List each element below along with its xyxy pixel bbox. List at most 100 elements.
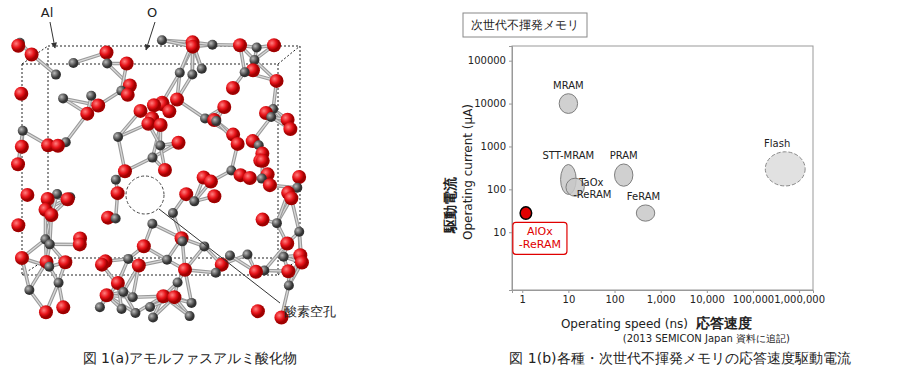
atom-label: Al <box>41 5 54 20</box>
memory-label: TaOx-ReRAM <box>573 177 611 200</box>
aluminium-atom <box>157 35 167 45</box>
mark-labels: MRAMSTT-MRAMTaOx-ReRAMPRAMFeRAMFlashAlOx… <box>513 80 790 255</box>
memory-label-line: FeRAM <box>627 191 660 202</box>
marks <box>520 94 805 221</box>
aluminium-atom <box>207 40 217 50</box>
aluminium-atom <box>147 219 157 229</box>
aluminium-atom <box>24 285 34 295</box>
oxygen-atom <box>58 255 72 269</box>
page: 酸素空孔AlO図 1(a)アモルファスアルミ酸化物次世代不揮発メモリ110100… <box>0 0 900 385</box>
aluminium-atom <box>44 262 54 272</box>
aluminium-atom <box>128 292 138 302</box>
cell-edge <box>278 46 300 64</box>
aluminium-atom <box>117 304 127 314</box>
oxygen-atom <box>56 300 70 314</box>
oxygen-atom <box>25 47 39 61</box>
oxygen-atom <box>141 117 155 131</box>
aluminium-atom <box>54 278 64 288</box>
atoms <box>11 35 309 324</box>
oxygen-atom <box>44 208 58 222</box>
oxygen-atom <box>226 81 240 95</box>
oxygen-atom <box>162 104 176 118</box>
oxygen-atom <box>80 107 94 121</box>
aluminium-atom <box>58 93 68 103</box>
memory-label-line: PRAM <box>610 150 638 161</box>
x-tick-mark <box>753 290 754 293</box>
x-tick-label: 1 <box>520 294 526 305</box>
vacancy-label: 酸素空孔 <box>284 304 336 319</box>
x-axis-title: Operating speed (ns) <box>561 317 688 331</box>
title-box <box>463 13 587 37</box>
oxygen-atom <box>20 188 34 202</box>
x-tick-mark <box>799 290 800 293</box>
cell-edge <box>48 46 300 258</box>
diagram-caption: 図 1(a)アモルファスアルミ酸化物 <box>83 350 298 366</box>
y-tick-label: 100 <box>487 184 506 195</box>
x-axis: 1101001,00010,000100,0001,000,000 <box>513 290 826 305</box>
cell-edge <box>22 64 278 275</box>
aluminium-atom <box>111 175 121 185</box>
x-tick: 100,000 <box>733 290 774 305</box>
memory-label-line: -ReRAM <box>573 189 611 200</box>
aluminium-atom <box>148 312 158 322</box>
x-tick: 10 <box>563 290 576 305</box>
aluminium-atom <box>211 268 221 278</box>
memory-label-line: STT-MRAM <box>543 150 595 161</box>
x-tick-mark <box>615 290 616 293</box>
oxygen-atom <box>158 163 172 177</box>
y-tick-label: 10 <box>493 227 506 238</box>
memory-label: FeRAM <box>627 191 660 202</box>
oxygen-atom <box>281 264 295 278</box>
aluminium-atom <box>242 250 252 260</box>
aluminium-atom <box>211 116 221 126</box>
oxygen-atom <box>100 288 114 302</box>
oxygen-atom <box>14 87 28 101</box>
x-tick-mark <box>568 290 569 293</box>
aluminium-atom <box>272 218 282 228</box>
bonds <box>18 40 302 317</box>
x-tick-label: 10 <box>563 294 576 305</box>
vacancy-pointer <box>159 209 280 303</box>
memory-label-line: AlOx <box>527 225 553 238</box>
y-tick-mark <box>509 104 512 105</box>
y-tick: 1000 <box>481 141 512 152</box>
y-axis-line <box>509 47 513 291</box>
memory-bubble <box>559 94 577 114</box>
oxygen-atom <box>118 164 132 178</box>
aluminium-atom <box>187 70 197 80</box>
memory-label: AlOx-ReRAM <box>519 225 561 251</box>
oxygen-atom <box>284 191 298 205</box>
oxygen-atom <box>267 38 281 52</box>
x-tick: 100 <box>605 290 624 305</box>
y-tick-mark <box>509 146 512 147</box>
x-tick-label: 100,000 <box>733 294 774 305</box>
oxygen-atom <box>263 178 277 192</box>
aluminium-atom <box>148 153 158 163</box>
y-tick: 100000 <box>468 55 512 66</box>
oxygen-atom <box>178 263 192 277</box>
source-note: (2013 SEMICON Japan 資料に追記) <box>623 333 790 344</box>
oxygen-atom <box>100 46 114 60</box>
aluminium-atom <box>279 252 289 262</box>
y-tick-mark <box>509 61 512 62</box>
y-tick: 10 <box>493 227 512 238</box>
oxygen-atom <box>61 192 75 206</box>
oxygen-vacancy <box>126 176 164 214</box>
memory-label-box <box>513 222 567 254</box>
oxygen-atom <box>51 139 65 153</box>
x-axis-title-ja: 応答速度 <box>695 315 752 331</box>
x-tick: 1 <box>520 290 526 305</box>
oxygen-atom <box>280 236 294 250</box>
x-tick: 10,000 <box>690 290 725 305</box>
aluminium-atom <box>252 43 262 53</box>
memory-label: PRAM <box>610 150 638 161</box>
plot-area <box>512 46 813 290</box>
memory-label-line: -ReRAM <box>519 238 561 251</box>
oxygen-atom <box>295 256 309 270</box>
memory-bubble <box>636 205 654 221</box>
x-tick-label: 100 <box>605 294 624 305</box>
x-tick-label: 10,000 <box>690 294 725 305</box>
oxygen-atom <box>39 305 53 319</box>
x-axis-line <box>513 291 814 294</box>
y-tick-mark <box>509 189 512 190</box>
